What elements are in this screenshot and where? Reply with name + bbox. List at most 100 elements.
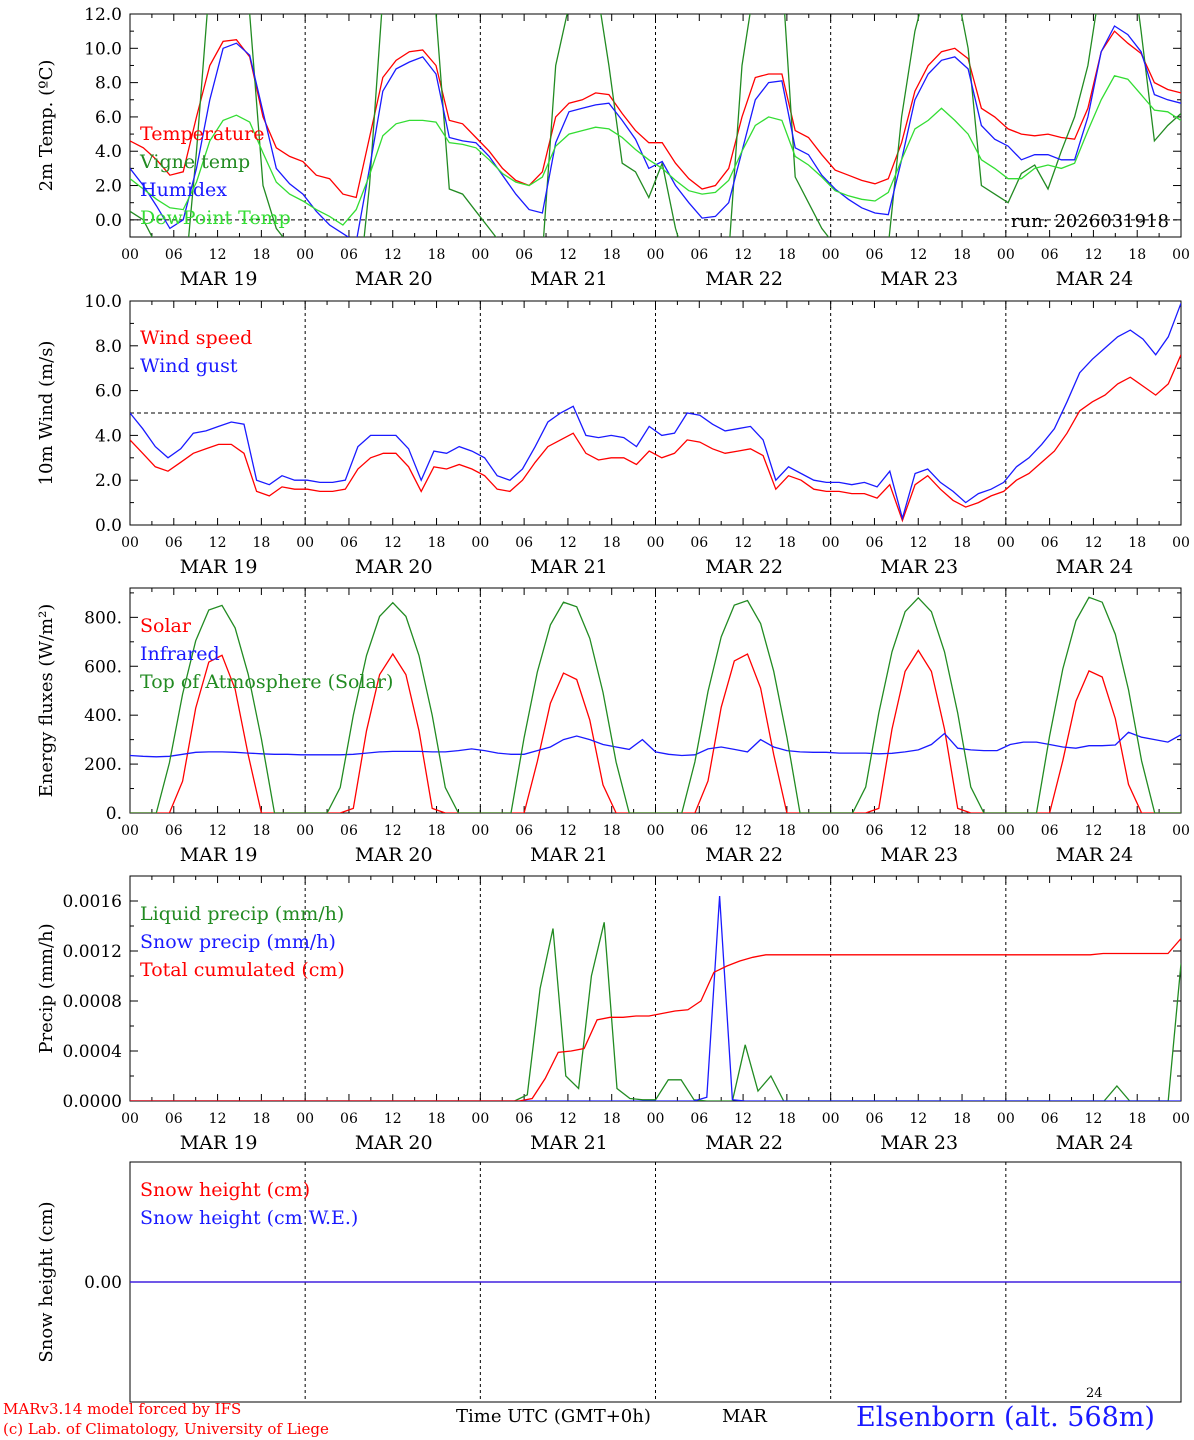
x-tick-label: 18 xyxy=(953,535,971,551)
x-tick-label: 12 xyxy=(734,823,752,839)
station-label: Elsenborn (alt. 568m) xyxy=(856,1402,1155,1433)
series-line-wind-speed xyxy=(130,354,1181,523)
legend-entry: Total cumulated (cm) xyxy=(140,959,345,981)
x-tick-label: 06 xyxy=(340,247,358,263)
day-label: MAR 20 xyxy=(355,844,433,866)
x-tick-label: 12 xyxy=(209,535,227,551)
plot-frame xyxy=(129,13,1182,238)
x-tick-label: 06 xyxy=(340,823,358,839)
x-tick-label: 00 xyxy=(997,823,1015,839)
x-tick-label: 18 xyxy=(428,247,446,263)
series-group xyxy=(130,895,1181,1101)
x-tick-label: 00 xyxy=(121,1111,139,1127)
x-tick-label: 06 xyxy=(340,535,358,551)
y-tick-label: 6.0 xyxy=(95,108,122,128)
chart-panel-wind: 00 06 12 18 00 06 12 18 00 06 12 18 00 06 12 18 00 06 12 18… xyxy=(36,292,1190,578)
x-tick-label: 00 xyxy=(471,247,489,263)
y-tick-label: 0.00 xyxy=(84,1273,122,1293)
x-tick-label: 06 xyxy=(165,1111,183,1127)
day-label: MAR 21 xyxy=(530,844,608,866)
series-group xyxy=(130,596,1181,813)
legend-entry: DewPoint Temp xyxy=(140,207,291,229)
x-tick-label: 18 xyxy=(603,535,621,551)
y-tick-label: 0.0000 xyxy=(63,1092,122,1112)
x-tick-label: 06 xyxy=(1041,535,1059,551)
x-tick-label: 00 xyxy=(1172,823,1190,839)
legend-entry: Wind speed xyxy=(140,327,252,349)
y-tick-label: 0.0 xyxy=(95,211,122,231)
x-tick-label: 06 xyxy=(165,823,183,839)
x-tick-label: 00 xyxy=(296,823,314,839)
legend-entry: Top of Atmosphere (Solar) xyxy=(140,671,393,693)
x-tick-label: 00 xyxy=(997,535,1015,551)
legend-entry: Vigne temp xyxy=(139,151,250,173)
legend-entry: Humidex xyxy=(140,179,227,201)
x-tick-label: 00 xyxy=(121,535,139,551)
x-tick-label: 06 xyxy=(866,247,884,263)
y-tick-label: 0.0 xyxy=(95,516,122,536)
x-tick-label: 06 xyxy=(866,535,884,551)
legend-entry: Infrared xyxy=(140,643,220,665)
y-tick-label: 0.0004 xyxy=(63,1042,122,1062)
day-label: MAR 23 xyxy=(880,1132,958,1154)
day-label: MAR 19 xyxy=(180,268,258,290)
legend-entry: Snow precip (mm/h) xyxy=(140,931,336,953)
x-tick-label: 18 xyxy=(428,535,446,551)
x-tick-label: 06 xyxy=(690,823,708,839)
x-tick-label: 06 xyxy=(515,535,533,551)
legend-entry: Snow height (cm) xyxy=(140,1179,310,1201)
x-tick-label: 00 xyxy=(471,1111,489,1127)
x-tick-label: 00 xyxy=(471,823,489,839)
y-tick-label: 4.0 xyxy=(95,142,122,162)
series-line-infrared xyxy=(130,731,1181,758)
x-tick-label: 18 xyxy=(428,823,446,839)
legend-entry: Wind gust xyxy=(140,355,238,377)
legend-entry: Liquid precip (mm/h) xyxy=(140,903,344,925)
x-tick-label: 12 xyxy=(909,823,927,839)
y-tick-label: 6.0 xyxy=(95,382,122,402)
x-tick-label: 00 xyxy=(1172,247,1190,263)
x-tick-label: 00 xyxy=(647,823,665,839)
series-line-liquid-precip-mm-h xyxy=(130,922,1181,1101)
x-tick-label: 00 xyxy=(997,247,1015,263)
x-tick-label: 12 xyxy=(559,535,577,551)
x-tick-label: 18 xyxy=(1128,535,1146,551)
month-label: MAR xyxy=(722,1406,767,1427)
x-tick-label: 18 xyxy=(778,535,796,551)
x-tick-label: 00 xyxy=(1172,535,1190,551)
x-tick-label: 18 xyxy=(953,823,971,839)
series-line-total-cumulated-cm xyxy=(130,938,1181,1101)
x-tick-label: 18 xyxy=(252,823,270,839)
x-tick-label: 18 xyxy=(603,1111,621,1127)
x-tick-label: 06 xyxy=(515,247,533,263)
y-tick-label: 0. xyxy=(106,804,122,824)
plot-frame xyxy=(129,587,1182,814)
day-label: MAR 22 xyxy=(705,268,783,290)
x-tick-label: 00 xyxy=(822,823,840,839)
x-tick-label: 00 xyxy=(822,1111,840,1127)
day-label: MAR 23 xyxy=(880,556,958,578)
y-axis-title: Snow height (cm) xyxy=(36,1201,57,1362)
x-tick-label: 00 xyxy=(822,535,840,551)
y-tick-label: 8.0 xyxy=(95,337,122,357)
x-tick-label: 18 xyxy=(1128,823,1146,839)
x-tick-label: 06 xyxy=(866,823,884,839)
day-label: MAR 24 xyxy=(1056,1132,1134,1154)
y-tick-label: 4.0 xyxy=(95,426,122,446)
legend-entry: Solar xyxy=(140,615,192,637)
x-tick-label: 06 xyxy=(515,823,533,839)
day-label: MAR 20 xyxy=(355,268,433,290)
legend-entry: Temperature xyxy=(140,123,264,145)
y-axis-title: 2m Temp. (ºC) xyxy=(36,60,57,192)
x-tick-label: 18 xyxy=(252,535,270,551)
x-tick-label: 18 xyxy=(953,247,971,263)
x-tick-label: 18 xyxy=(1128,247,1146,263)
x-tick-label: 12 xyxy=(1085,823,1103,839)
x-tick-label: 18 xyxy=(1128,1111,1146,1127)
x-tick-label: 12 xyxy=(1085,1111,1103,1127)
day-label: MAR 23 xyxy=(880,844,958,866)
x-tick-label: 12 xyxy=(909,247,927,263)
x-tick-label: 06 xyxy=(165,535,183,551)
day-label: MAR 22 xyxy=(705,556,783,578)
